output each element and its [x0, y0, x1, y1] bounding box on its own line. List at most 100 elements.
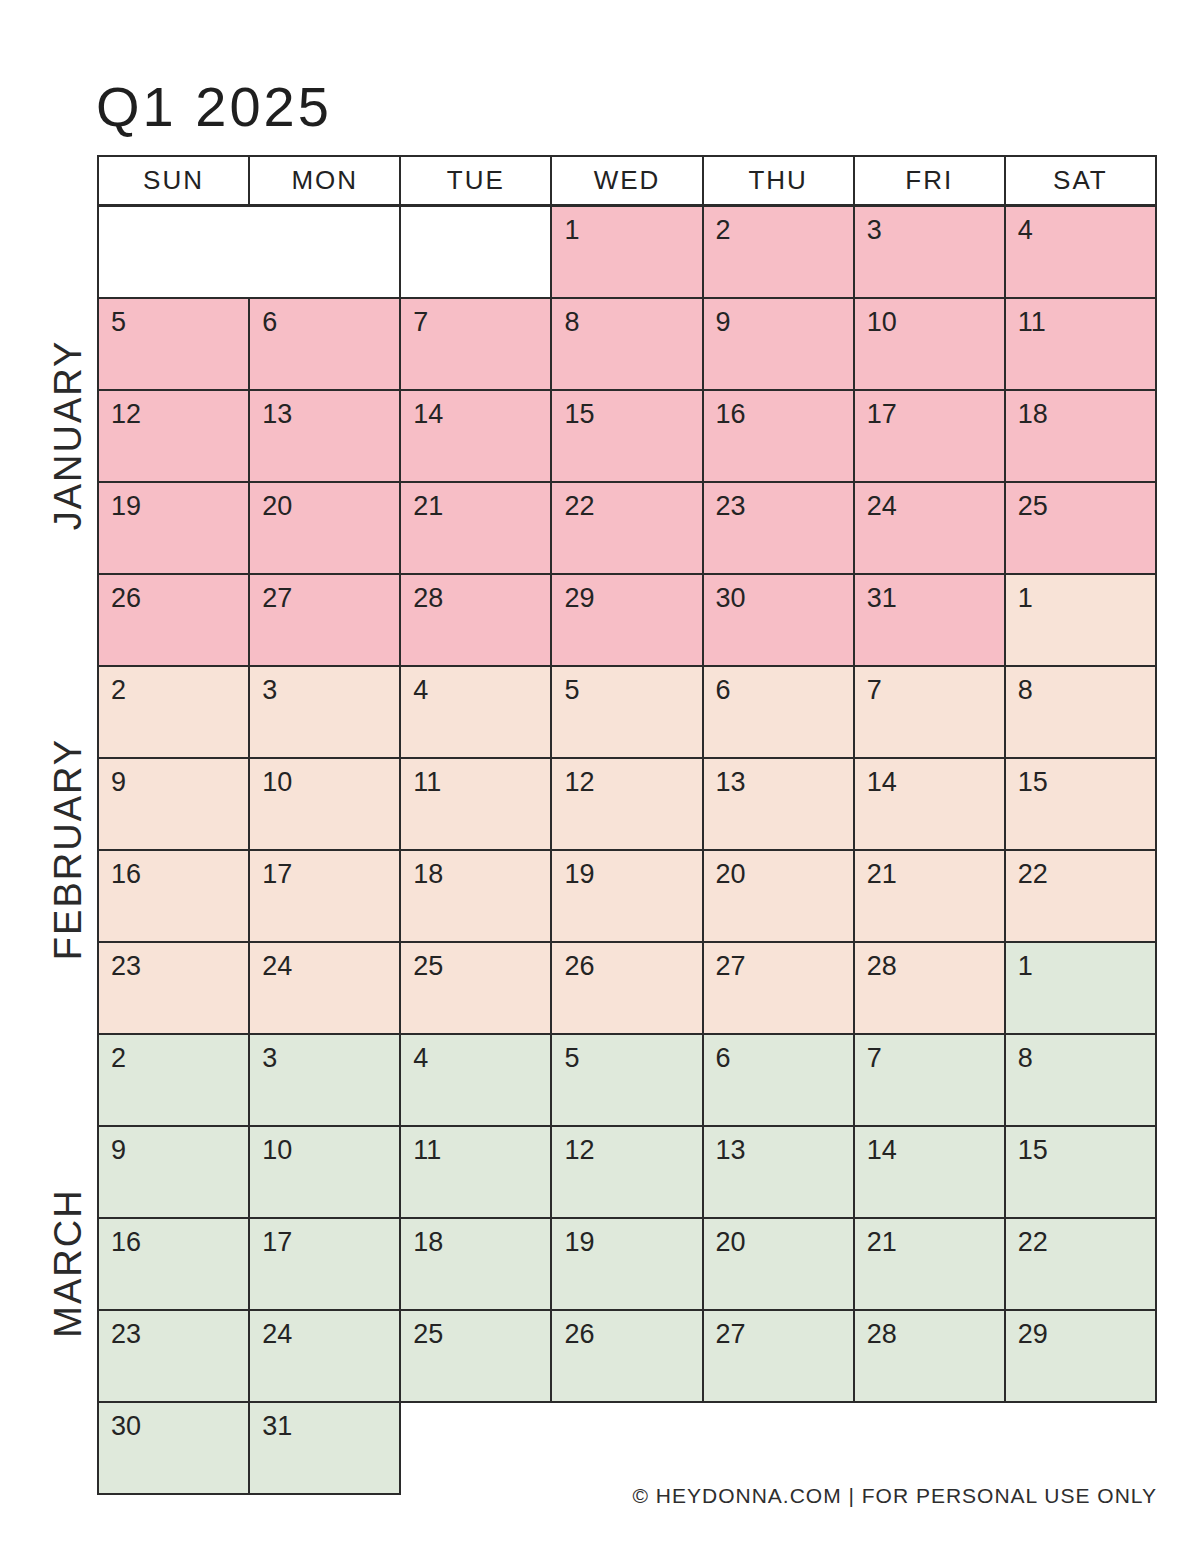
- empty-area: [704, 1403, 855, 1495]
- empty-area: [1006, 1403, 1157, 1495]
- day-cell-jan-11: 11: [1006, 299, 1157, 391]
- day-number: 24: [855, 483, 897, 522]
- day-number: 11: [1006, 299, 1046, 338]
- day-cell-feb-27: 27: [704, 943, 855, 1035]
- day-number: 10: [250, 1127, 292, 1166]
- day-cell-jan-9: 9: [704, 299, 855, 391]
- day-cell-feb-5: 5: [552, 667, 703, 759]
- day-cell-feb-19: 19: [552, 851, 703, 943]
- day-number: 16: [704, 391, 746, 430]
- day-number: 12: [99, 391, 141, 430]
- day-cell-jan-3: 3: [855, 207, 1006, 299]
- month-label-february: FEBRUARY: [47, 738, 90, 960]
- day-number: 25: [401, 943, 443, 982]
- day-number: 4: [401, 667, 428, 706]
- empty-area: [552, 1403, 703, 1495]
- day-number: 11: [401, 1127, 441, 1166]
- day-number: 6: [250, 299, 277, 338]
- day-cell-jan-5: 5: [99, 299, 250, 391]
- day-cell-jan-29: 29: [552, 575, 703, 667]
- day-cell-mar-14: 14: [855, 1127, 1006, 1219]
- day-cell-jan-8: 8: [552, 299, 703, 391]
- day-cell-jan-21: 21: [401, 483, 552, 575]
- day-number: 25: [1006, 483, 1048, 522]
- day-number: 18: [401, 1219, 443, 1258]
- day-number: 5: [552, 667, 579, 706]
- day-cell-mar-9: 9: [99, 1127, 250, 1219]
- day-number: 28: [401, 575, 443, 614]
- day-number: 12: [552, 1127, 594, 1166]
- empty-area: [855, 1403, 1006, 1495]
- day-number: 28: [855, 943, 897, 982]
- day-cell-feb-1: 1: [1006, 575, 1157, 667]
- day-cell-mar-7: 7: [855, 1035, 1006, 1127]
- day-cell-mar-12: 12: [552, 1127, 703, 1219]
- day-number: 20: [704, 1219, 746, 1258]
- day-cell-mar-25: 25: [401, 1311, 552, 1403]
- day-number: 9: [99, 759, 126, 798]
- day-number: 14: [401, 391, 443, 430]
- day-number: 20: [250, 483, 292, 522]
- day-number: 22: [1006, 1219, 1048, 1258]
- day-number: 20: [704, 851, 746, 890]
- day-number: 15: [1006, 1127, 1048, 1166]
- day-cell-mar-13: 13: [704, 1127, 855, 1219]
- day-cell-feb-8: 8: [1006, 667, 1157, 759]
- day-number: 8: [1006, 667, 1033, 706]
- day-cell-jan-1: 1: [552, 207, 703, 299]
- day-number: 31: [250, 1403, 292, 1442]
- day-cell-jan-30: 30: [704, 575, 855, 667]
- day-cell-mar-15: 15: [1006, 1127, 1157, 1219]
- day-number: 21: [855, 851, 897, 890]
- day-cell-mar-27: 27: [704, 1311, 855, 1403]
- day-cell-mar-28: 28: [855, 1311, 1006, 1403]
- day-cell-jan-22: 22: [552, 483, 703, 575]
- day-number: 21: [401, 483, 443, 522]
- day-number: 15: [552, 391, 594, 430]
- day-cell-feb-9: 9: [99, 759, 250, 851]
- day-cell-feb-12: 12: [552, 759, 703, 851]
- month-label-march: MARCH: [47, 1188, 90, 1337]
- day-number: 14: [855, 1127, 897, 1166]
- day-cell-jan-24: 24: [855, 483, 1006, 575]
- day-cell-jan-17: 17: [855, 391, 1006, 483]
- day-cell-mar-5: 5: [552, 1035, 703, 1127]
- day-cell-mar-6: 6: [704, 1035, 855, 1127]
- blank-cell: [401, 207, 552, 299]
- day-header-fri: FRI: [855, 157, 1006, 207]
- day-number: 19: [552, 851, 594, 890]
- day-number: 24: [250, 1311, 292, 1350]
- day-cell-feb-24: 24: [250, 943, 401, 1035]
- day-cell-jan-20: 20: [250, 483, 401, 575]
- day-number: 23: [704, 483, 746, 522]
- day-header-sat: SAT: [1006, 157, 1157, 207]
- day-cell-mar-19: 19: [552, 1219, 703, 1311]
- day-cell-mar-11: 11: [401, 1127, 552, 1219]
- day-number: 21: [855, 1219, 897, 1258]
- day-number: 27: [250, 575, 292, 614]
- page-title: Q1 2025: [96, 74, 332, 139]
- day-cell-feb-13: 13: [704, 759, 855, 851]
- day-number: 3: [250, 667, 277, 706]
- day-cell-feb-21: 21: [855, 851, 1006, 943]
- day-cell-jan-13: 13: [250, 391, 401, 483]
- day-cell-feb-10: 10: [250, 759, 401, 851]
- day-number: 5: [552, 1035, 579, 1074]
- blank-cell: [99, 207, 401, 299]
- day-cell-mar-21: 21: [855, 1219, 1006, 1311]
- day-header-thu: THU: [704, 157, 855, 207]
- day-cell-mar-26: 26: [552, 1311, 703, 1403]
- day-cell-feb-7: 7: [855, 667, 1006, 759]
- day-cell-mar-29: 29: [1006, 1311, 1157, 1403]
- day-cell-jan-27: 27: [250, 575, 401, 667]
- day-number: 9: [99, 1127, 126, 1166]
- day-number: 10: [855, 299, 897, 338]
- day-cell-jan-16: 16: [704, 391, 855, 483]
- day-cell-feb-20: 20: [704, 851, 855, 943]
- day-number: 29: [1006, 1311, 1048, 1350]
- day-number: 24: [250, 943, 292, 982]
- day-number: 13: [704, 759, 746, 798]
- day-number: 9: [704, 299, 731, 338]
- day-number: 27: [704, 1311, 746, 1350]
- day-number: 27: [704, 943, 746, 982]
